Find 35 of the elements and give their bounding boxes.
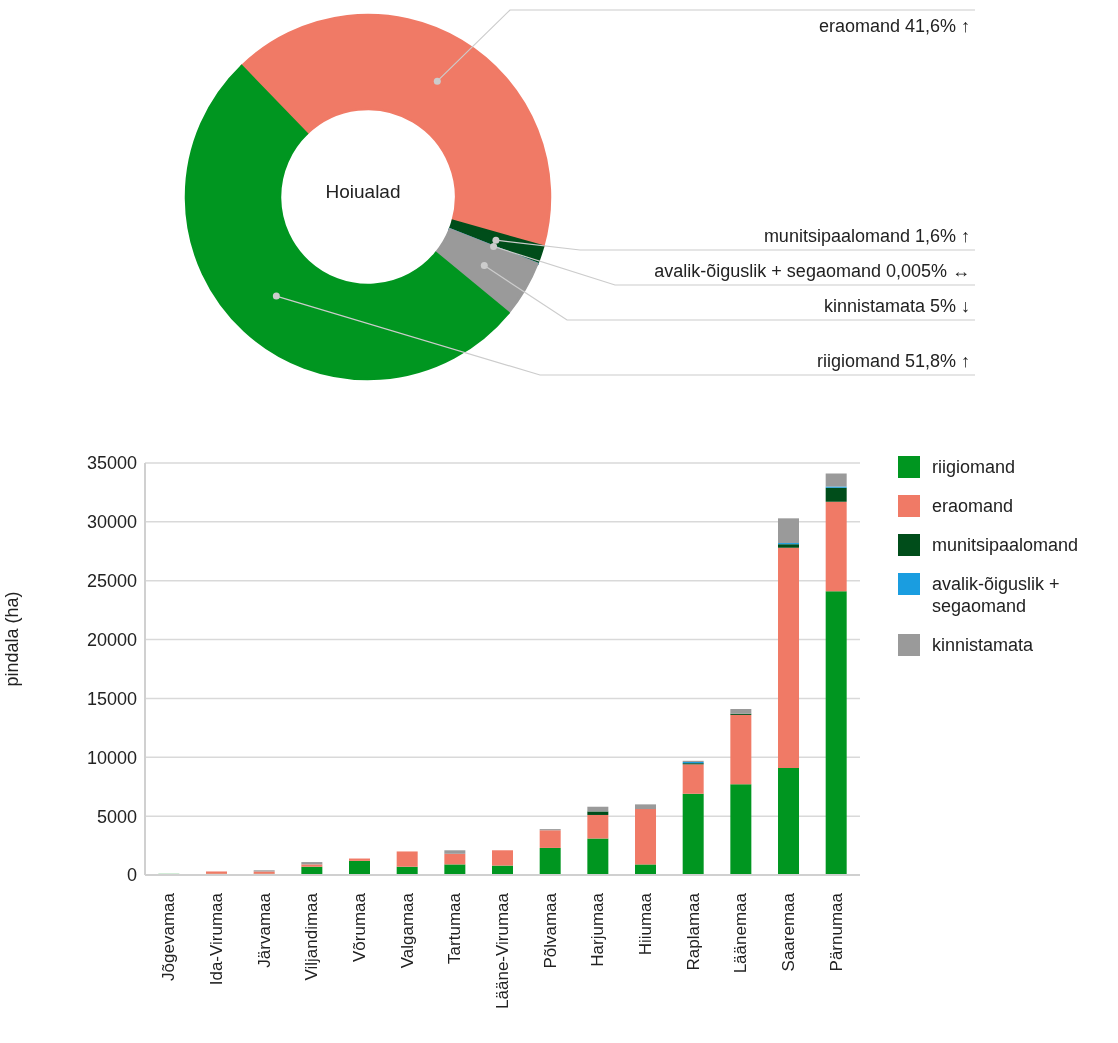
legend-label: munitsipaalomand bbox=[932, 534, 1079, 556]
x-tick-label: Valgamaa bbox=[397, 892, 417, 969]
y-tick-label: 10000 bbox=[86, 747, 137, 768]
x-tick-label: Jõgevamaa bbox=[159, 892, 179, 981]
slice-label: avalik-õiguslik + segaomand 0,005% ↔ bbox=[654, 261, 970, 281]
x-tick-label: Hiiumaa bbox=[636, 892, 655, 956]
y-tick-label: 15000 bbox=[86, 688, 137, 709]
slice-label: riigiomand 51,8% ↑ bbox=[816, 351, 970, 371]
y-tick-label: 0 bbox=[126, 865, 137, 886]
slice-label: eraomand 41,6% ↑ bbox=[818, 16, 970, 36]
y-axis-title: pindala (ha) bbox=[2, 591, 23, 687]
y-tick-label: 25000 bbox=[86, 571, 137, 592]
x-tick-label: Pärnumaa bbox=[826, 892, 846, 972]
x-tick-label: Tartumaa bbox=[445, 892, 465, 964]
x-tick-label: Saaremaa bbox=[779, 892, 798, 972]
x-tick-label: Läänemaa bbox=[731, 892, 751, 974]
x-tick-label: Järvamaa bbox=[254, 892, 274, 968]
y-tick-label: 30000 bbox=[86, 512, 137, 533]
y-tick-label: 5000 bbox=[96, 806, 137, 827]
x-tick-label: Harjumaa bbox=[588, 892, 608, 967]
legend-label: eraomand bbox=[932, 495, 1014, 517]
x-tick-label: Ida-Virumaa bbox=[207, 892, 226, 986]
slice-label: kinnistamata 5% ↓ bbox=[823, 296, 970, 316]
x-tick-label: Lääne-Virumaa bbox=[493, 892, 512, 1009]
x-tick-label: Põlvamaa bbox=[540, 892, 560, 969]
legend-label: kinnistamata bbox=[932, 634, 1034, 656]
y-tick-label: 20000 bbox=[86, 629, 137, 650]
legend-label: riigiomand bbox=[932, 456, 1016, 478]
x-tick-label: Viljandimaa bbox=[302, 892, 322, 981]
legend-label: avalik-õiguslik + segaomand bbox=[932, 573, 1061, 617]
x-tick-label: Raplamaa bbox=[683, 892, 703, 971]
text: Hoiualad bbox=[325, 181, 401, 202]
slice-label: munitsipaalomand 1,6% ↑ bbox=[763, 226, 970, 246]
y-tick-label: 35000 bbox=[86, 453, 137, 474]
x-tick-label: Võrumaa bbox=[350, 892, 369, 962]
